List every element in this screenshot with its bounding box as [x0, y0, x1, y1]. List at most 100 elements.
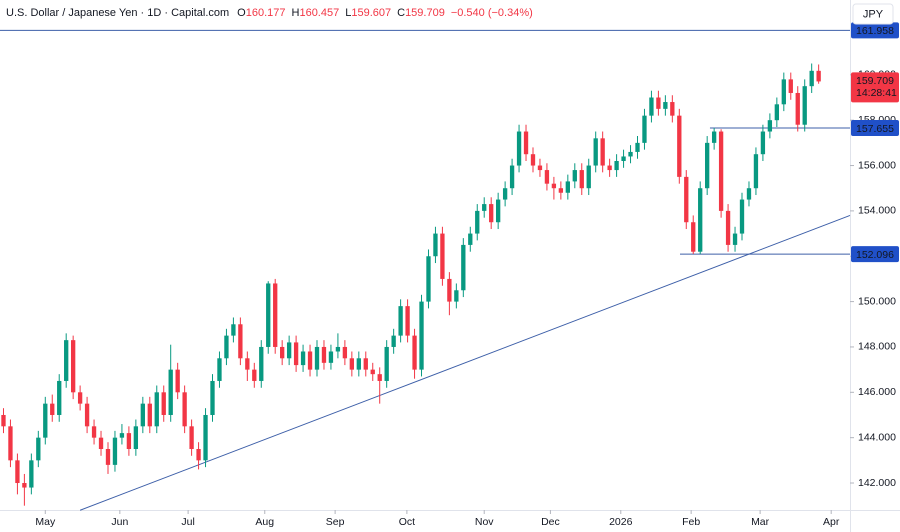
symbol-title: U.S. Dollar / Japanese Yen · 1D · Capita… — [6, 7, 229, 19]
candle-body — [565, 181, 570, 193]
candle-body — [231, 324, 236, 336]
y-tick-label: 144.000 — [858, 431, 896, 443]
change: −0.540 (−0.34%) — [451, 7, 533, 19]
candle-body — [656, 97, 661, 109]
x-tick-label: Feb — [682, 516, 700, 528]
ohlc-value: 160.457 — [299, 7, 339, 19]
candle-body — [767, 120, 773, 132]
candle-body — [558, 188, 564, 193]
candle-body — [586, 165, 591, 189]
candle-body — [300, 351, 306, 366]
candle-body — [628, 151, 633, 157]
candle-body — [133, 426, 139, 449]
candle-body — [377, 374, 382, 381]
candle-body — [711, 131, 717, 143]
candle-body — [426, 256, 431, 302]
currency[interactable]: JPY — [863, 8, 884, 20]
candle-body — [189, 426, 194, 449]
candle-body — [119, 433, 125, 438]
ohlc-value: 160.177 — [246, 7, 286, 19]
candle-body — [684, 176, 689, 223]
candle-body — [154, 392, 159, 427]
candle-body — [753, 154, 759, 189]
candle-body — [391, 335, 396, 347]
candle-body — [266, 283, 271, 347]
candle-body — [816, 70, 821, 82]
candle-body — [781, 79, 786, 105]
x-tick-label: May — [35, 516, 56, 528]
candle-body — [551, 183, 557, 189]
candle-body — [509, 165, 515, 189]
candle-body — [307, 351, 313, 370]
y-tick-label: 146.000 — [858, 386, 896, 398]
candle-body — [293, 342, 299, 366]
candle-body — [691, 222, 696, 252]
candle-body — [217, 358, 222, 381]
candle-body — [698, 188, 703, 252]
candle-body — [8, 426, 13, 461]
candle-body — [105, 448, 111, 465]
candle-body — [43, 403, 48, 438]
candle-body — [454, 290, 459, 302]
candle-body — [495, 199, 501, 223]
y-tick-label: 156.000 — [858, 159, 896, 171]
x-tick-label: Nov — [475, 516, 494, 528]
ohlc-value: 159.607 — [351, 7, 391, 19]
candle-body — [356, 358, 361, 370]
candle-body — [182, 392, 187, 427]
candle-body — [203, 414, 208, 461]
candle-body — [516, 131, 522, 166]
level-tag — [851, 22, 899, 39]
candle-body — [328, 351, 334, 363]
candle-body — [175, 369, 180, 393]
candle-body — [642, 115, 647, 143]
candle-body — [760, 131, 766, 155]
currency-box[interactable] — [852, 3, 894, 25]
candle-body — [238, 324, 243, 359]
candle-body — [335, 346, 341, 352]
candle-body — [572, 170, 577, 182]
candle-body — [224, 335, 229, 359]
y-tick-label: 150.000 — [858, 295, 896, 307]
ohlc-label: L — [345, 7, 351, 19]
candle-body — [1, 414, 6, 427]
level-tag — [851, 120, 899, 137]
x-tick-label: Sep — [326, 516, 345, 528]
x-tick-label: Apr — [823, 516, 840, 528]
level-tag — [851, 246, 899, 263]
trendline — [79, 214, 851, 511]
candle-body — [112, 437, 118, 465]
candle-body — [475, 210, 480, 234]
candle-body — [649, 97, 654, 116]
candle-body — [363, 358, 368, 370]
x-tick-label: Dec — [541, 516, 560, 528]
candle-body — [600, 138, 605, 166]
last-price-tag — [851, 72, 899, 103]
candle-body — [22, 483, 27, 488]
candle-body — [482, 204, 487, 211]
candle-body — [98, 437, 104, 449]
candle-body — [140, 403, 145, 427]
candle-body — [210, 380, 215, 415]
candle-body — [579, 170, 584, 189]
header: U.S. Dollar / Japanese Yen · 1D · Capita… — [6, 7, 533, 19]
candle-body — [84, 403, 90, 427]
candle-body — [29, 460, 34, 488]
ohlc-label: C — [397, 7, 405, 19]
candle-body — [405, 306, 410, 336]
candle-body — [621, 156, 626, 162]
plot-area — [0, 29, 851, 511]
candle-body — [321, 346, 327, 363]
candle-body — [77, 392, 83, 404]
candle-body — [705, 142, 710, 189]
candle-body — [718, 131, 724, 211]
candle-body — [544, 170, 550, 184]
candle-body — [50, 403, 55, 415]
candle-body — [64, 340, 69, 381]
candle-body — [419, 301, 424, 370]
y-tick-label: 148.000 — [858, 341, 896, 353]
candle-body — [795, 92, 800, 125]
candle-body — [57, 380, 62, 415]
